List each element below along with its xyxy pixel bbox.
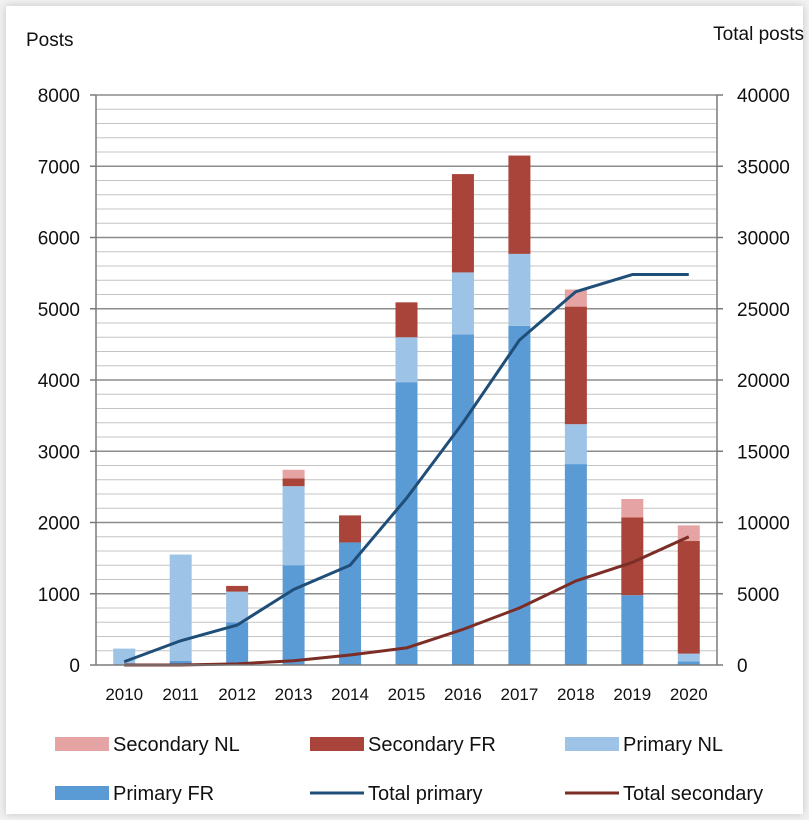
bar-secondary-nl-2019 (621, 499, 643, 518)
y-left-tick-label: 5000 (38, 300, 80, 321)
bar-secondary-fr-2015 (396, 302, 418, 337)
bar-secondary-nl-2013 (283, 470, 305, 479)
x-tick-label: 2020 (670, 685, 708, 704)
legend: Secondary NL Secondary FR Primary NL Primar… (55, 734, 763, 805)
y-left-tick-label: 4000 (38, 371, 80, 392)
x-tick-label: 2014 (331, 685, 369, 704)
bar-primary-fr-2016 (452, 334, 474, 665)
legend-swatch-secondary-nl (55, 737, 109, 751)
y-right-tick-label: 20000 (737, 371, 790, 392)
bar-primary-fr-2019 (621, 595, 643, 665)
bar-primary-fr-2015 (396, 382, 418, 665)
legend-swatch-primary-nl (565, 737, 619, 751)
y-axis-left-label: Posts (26, 30, 74, 51)
x-tick-label: 2019 (613, 685, 651, 704)
x-tick-label: 2018 (557, 685, 595, 704)
bar-primary-fr-2018 (565, 464, 587, 665)
x-tick-label: 2012 (218, 685, 256, 704)
bar-secondary-fr-2019 (621, 518, 643, 596)
y-right-tick-label: 5000 (737, 585, 779, 606)
bar-secondary-fr-2020 (678, 541, 700, 654)
bar-secondary-fr-2017 (508, 156, 530, 254)
legend-label-primary-nl: Primary NL (623, 734, 723, 756)
legend-label-primary-fr: Primary FR (113, 783, 214, 805)
y-right-tick-label: 40000 (737, 86, 790, 107)
y-left-tick-label: 8000 (38, 86, 80, 107)
bar-primary-nl-2013 (283, 486, 305, 565)
bar-primary-nl-2017 (508, 254, 530, 326)
bar-primary-fr-2014 (339, 542, 361, 665)
bar-secondary-fr-2016 (452, 174, 474, 272)
x-tick-label: 2011 (162, 685, 199, 704)
x-tick-label: 2010 (105, 685, 143, 704)
y-right-tick-label: 10000 (737, 514, 790, 535)
bar-group (113, 156, 700, 665)
bar-primary-nl-2018 (565, 424, 587, 464)
y-axis-right-label: Total posts (713, 24, 804, 45)
legend-label-total-secondary: Total secondary (623, 783, 763, 805)
bar-secondary-fr-2012 (226, 586, 248, 592)
bar-secondary-fr-2018 (565, 307, 587, 425)
legend-label-secondary-nl: Secondary NL (113, 734, 240, 756)
y-left-tick-label: 2000 (38, 514, 80, 535)
y-left-tick-label: 7000 (38, 157, 80, 178)
y-right-tick-label: 0 (737, 656, 748, 677)
bar-primary-nl-2015 (396, 337, 418, 382)
bar-primary-fr-2017 (508, 326, 530, 665)
bar-primary-nl-2016 (452, 272, 474, 334)
y-right-tick-label: 15000 (737, 442, 790, 463)
x-tick-label: 2015 (388, 685, 426, 704)
legend-label-secondary-fr: Secondary FR (368, 734, 496, 756)
y-right-tick-label: 30000 (737, 229, 790, 250)
y-left-tick-label: 3000 (38, 442, 80, 463)
y-left-tick-label: 0 (69, 656, 80, 677)
y-right-tick-label: 35000 (737, 157, 790, 178)
bar-secondary-fr-2013 (283, 478, 305, 486)
y-left-tick-label: 1000 (38, 585, 80, 606)
legend-swatch-primary-fr (55, 786, 109, 800)
bar-primary-nl-2010 (113, 649, 135, 665)
legend-label-total-primary: Total primary (368, 783, 482, 805)
legend-swatch-secondary-fr (310, 737, 364, 751)
x-tick-label: 2013 (275, 685, 313, 704)
bar-primary-nl-2020 (678, 654, 700, 662)
y-left-tick-label: 6000 (38, 229, 80, 250)
x-tick-label: 2017 (500, 685, 538, 704)
y-right-tick-label: 25000 (737, 300, 790, 321)
bar-secondary-fr-2014 (339, 515, 361, 542)
bar-primary-fr-2013 (283, 565, 305, 665)
bar-primary-nl-2012 (226, 592, 248, 623)
x-tick-label: 2016 (444, 685, 482, 704)
